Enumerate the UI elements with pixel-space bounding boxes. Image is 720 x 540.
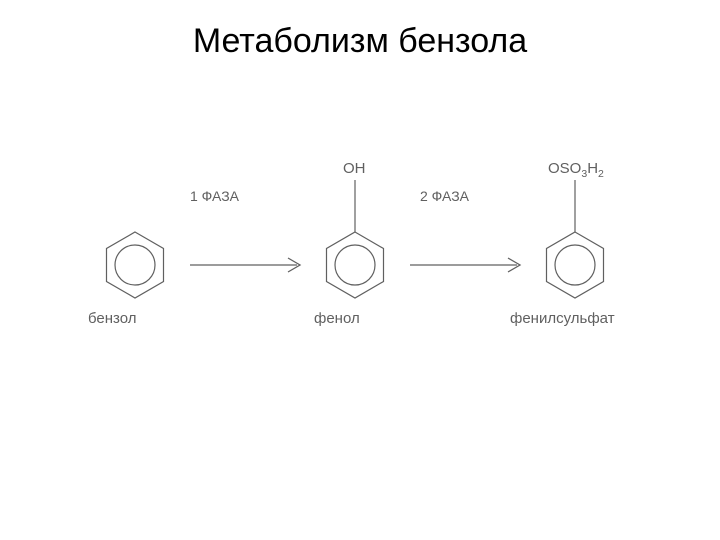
metabolism-diagram: бензол 1 ФАЗА OH фенол 2 ФАЗА OSO3H2 фен…	[70, 160, 650, 360]
arrow-2	[410, 255, 525, 275]
phenylsulfate-bond	[572, 180, 578, 232]
phenylsulfate-substituent: OSO3H2	[548, 160, 604, 180]
phenol-label: фенол	[314, 310, 360, 327]
benzene-structure	[100, 230, 170, 300]
phenol-substituent: OH	[343, 160, 366, 177]
phenylsulfate-structure	[540, 230, 610, 300]
arrow-1	[190, 255, 305, 275]
phenylsulfate-label: фенилсульфат	[510, 310, 615, 327]
slide-title: Метаболизм бензола	[0, 22, 720, 61]
benzene-label: бензол	[88, 310, 137, 327]
phase-2-label: 2 ФАЗА	[420, 188, 469, 204]
phase-1-label: 1 ФАЗА	[190, 188, 239, 204]
phenol-structure	[320, 230, 390, 300]
phenol-bond	[352, 180, 358, 232]
